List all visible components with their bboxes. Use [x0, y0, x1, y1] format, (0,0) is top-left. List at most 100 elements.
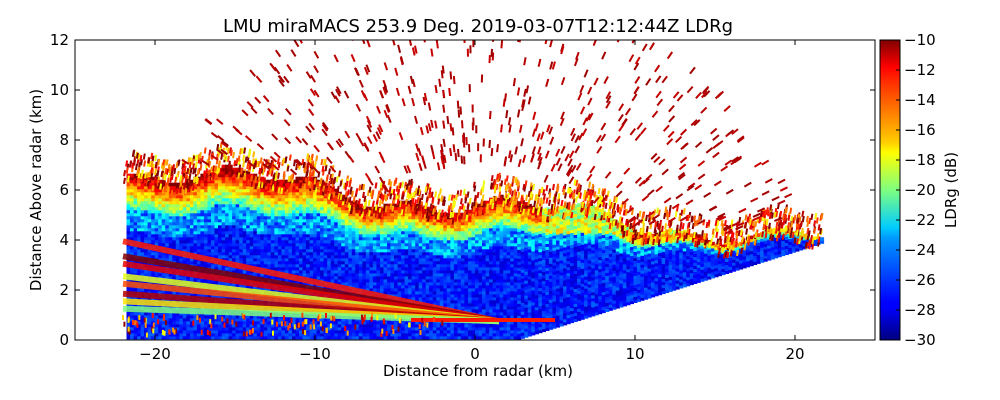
radar-cell [397, 290, 402, 295]
radar-cell [397, 257, 402, 262]
radar-cell [158, 320, 163, 325]
radar-cell [460, 221, 465, 226]
radar-cell [415, 215, 420, 220]
radar-cell [460, 212, 465, 217]
radar-cell [267, 263, 272, 268]
radar-cell [302, 191, 307, 196]
radar-cell [376, 287, 381, 292]
radar-cell [130, 176, 135, 181]
radar-cell [200, 278, 205, 283]
radar-cell [189, 317, 194, 322]
radar-cell [221, 254, 226, 259]
radar-cell [161, 215, 166, 220]
radar-cell [387, 224, 392, 229]
radar-cell [196, 179, 201, 184]
radar-cell [158, 194, 163, 199]
radar-cell [189, 209, 194, 214]
radar-cell [284, 329, 289, 334]
radar-cell [151, 182, 156, 187]
radar-cell [355, 275, 360, 280]
radar-cell [274, 191, 279, 196]
radar-cell [133, 269, 138, 274]
radar-cell [418, 257, 423, 262]
radar-cell [299, 248, 304, 253]
radar-cell [299, 281, 304, 286]
radar-cell [365, 272, 370, 277]
radar-cell [468, 233, 473, 238]
radar-cell [235, 185, 240, 190]
radar-cell [468, 242, 473, 247]
radar-cell [468, 278, 473, 283]
radar-cell [362, 215, 367, 220]
radar-cell [288, 329, 293, 334]
radar-cell [450, 278, 455, 283]
radar-cell [468, 293, 473, 298]
radar-cell [436, 275, 441, 280]
radar-cell [242, 212, 247, 217]
radar-cell [295, 266, 300, 271]
radar-cell [263, 185, 268, 190]
radar-cell [383, 218, 388, 223]
radar-cell [306, 242, 311, 247]
radar-cell [450, 296, 455, 301]
radar-cell [313, 236, 318, 241]
radar-cell [401, 200, 406, 205]
radar-cell [232, 194, 237, 199]
radar-cell [425, 233, 430, 238]
radar-cell [130, 173, 135, 178]
radar-cell [182, 212, 187, 217]
radar-cell [415, 278, 420, 283]
radar-cell [299, 227, 304, 232]
radar-cell [292, 200, 297, 205]
radar-cell [263, 260, 268, 265]
radar-cell [468, 266, 473, 271]
radar-cell [175, 254, 180, 259]
radar-cell [277, 233, 282, 238]
radar-cell [239, 185, 244, 190]
radar-cell [260, 215, 265, 220]
radar-cell [387, 242, 392, 247]
radar-cell [196, 191, 201, 196]
radar-cell [225, 245, 230, 250]
radar-cell [397, 239, 402, 244]
radar-cell [158, 323, 163, 328]
radar-cell [221, 332, 226, 337]
radar-cell [380, 233, 385, 238]
radar-cell [299, 233, 304, 238]
radar-cell [443, 269, 448, 274]
radar-cell [161, 224, 166, 229]
radar-cell [232, 227, 237, 232]
radar-cell [158, 230, 163, 235]
radar-cell [432, 299, 437, 304]
radar-cell [253, 173, 258, 178]
radar-cell [140, 188, 145, 193]
radar-cell [172, 212, 177, 217]
radar-cell [460, 305, 465, 310]
radar-cell [302, 281, 307, 286]
radar-cell [168, 212, 173, 217]
radar-cell [457, 233, 462, 238]
radar-cell [200, 194, 205, 199]
radar-cell [277, 326, 282, 331]
radar-cell [211, 320, 216, 325]
radar-cell [316, 233, 321, 238]
radar-cell [337, 323, 342, 328]
radar-cell [214, 242, 219, 247]
radar-cell [235, 194, 240, 199]
radar-cell [263, 242, 268, 247]
radar-cell [450, 233, 455, 238]
radar-cell [168, 194, 173, 199]
radar-cell [182, 236, 187, 241]
radar-cell [450, 287, 455, 292]
radar-cell [274, 242, 279, 247]
radar-cell [235, 176, 240, 181]
radar-cell [411, 233, 416, 238]
radar-cell [256, 272, 261, 277]
radar-cell [140, 317, 145, 322]
radar-cell [337, 269, 342, 274]
radar-cell [186, 257, 191, 262]
radar-cell [313, 251, 318, 256]
radar-cell [281, 194, 286, 199]
radar-cell [337, 320, 342, 325]
radar-cell [446, 251, 451, 256]
